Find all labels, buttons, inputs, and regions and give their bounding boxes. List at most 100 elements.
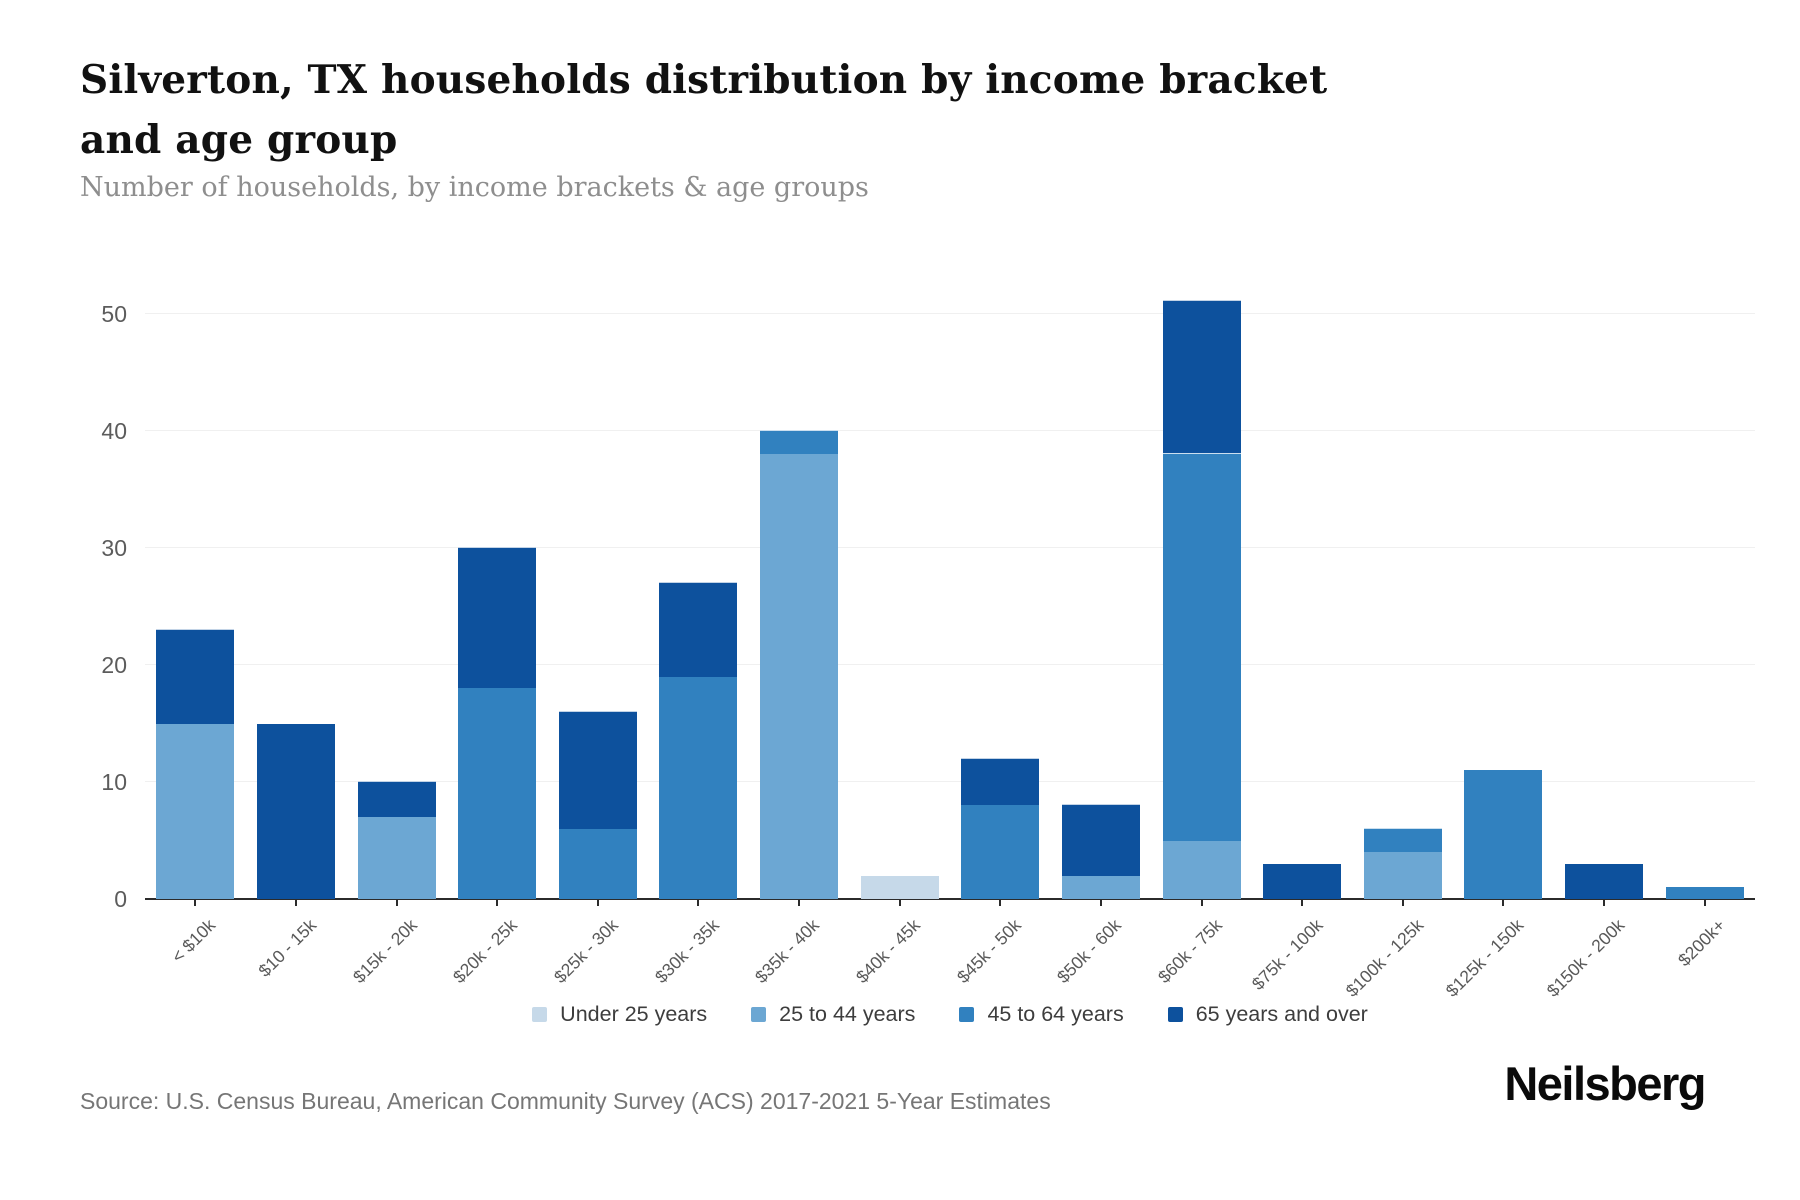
bar-stack: [659, 582, 738, 899]
bar-segment-25-to-44-years: [357, 817, 436, 899]
bar-segment-45-to-64-years: [1464, 770, 1543, 899]
y-axis-tick-label: 20: [101, 652, 127, 678]
x-axis-tick: [1703, 899, 1706, 906]
legend-label: 25 to 44 years: [779, 1002, 916, 1026]
legend-label: 65 years and over: [1195, 1002, 1368, 1026]
x-axis-tick: [999, 899, 1002, 906]
x-axis-label: < $10k: [167, 915, 220, 967]
gridline: [145, 781, 1755, 782]
bar-segment-25-to-44-years: [760, 454, 839, 899]
x-axis-tick: [596, 899, 599, 906]
bar-segment-25-to-44-years: [1363, 852, 1442, 899]
legend-swatch-under-25-years: [532, 1007, 548, 1022]
legend: Under 25 years 25 to 44 years 45 to 64 yea…: [145, 1002, 1755, 1027]
legend-swatch-25-to-44-years: [751, 1007, 767, 1022]
bar-segment-45-to-64-years: [1162, 453, 1241, 841]
x-axis-label: $40k - 45k: [851, 915, 924, 987]
bar-segment-65-years-and-over: [1565, 863, 1644, 899]
bar-segment-65-years-and-over: [156, 628, 235, 724]
x-axis-label: $20k - 25k: [449, 915, 522, 987]
bar-segment-45-to-64-years: [458, 688, 537, 899]
legend-label: Under 25 years: [560, 1002, 708, 1026]
x-axis-tick: [798, 899, 801, 906]
x-axis-label: $30k - 35k: [650, 915, 723, 987]
x-axis-label: $50k - 60k: [1053, 915, 1126, 987]
bar-segment-65-years-and-over: [558, 710, 637, 829]
x-axis-tick: [395, 899, 398, 906]
legend-item: 65 years and over: [1167, 1002, 1368, 1027]
bar-segment-25-to-44-years: [156, 723, 235, 899]
gridline: [145, 313, 1755, 314]
x-axis-tick: [1603, 899, 1606, 906]
legend-label: 45 to 64 years: [987, 1002, 1124, 1026]
bar-stack: [1464, 770, 1543, 899]
y-axis-tick-label: 30: [101, 535, 127, 561]
x-axis-label: $150k - 200k: [1542, 915, 1629, 1001]
bar-stack: [458, 547, 537, 899]
y-axis-tick-label: 0: [114, 886, 127, 912]
bar-stack: [156, 628, 235, 899]
bar-segment-65-years-and-over: [1061, 804, 1140, 876]
x-axis-tick: [1099, 899, 1102, 906]
x-axis-label: $100k - 125k: [1341, 915, 1427, 1001]
bar-stack: [1565, 863, 1644, 899]
x-axis-label: $125k - 150k: [1441, 915, 1528, 1001]
bar-segment-45-to-64-years: [961, 805, 1040, 899]
chart-title: Silverton, TX households distribution by…: [80, 57, 1328, 164]
source-note: Source: U.S. Census Bureau, American Com…: [80, 1088, 1051, 1114]
bar-segment-65-years-and-over: [659, 582, 738, 677]
x-axis-tick: [898, 899, 901, 906]
legend-item: 25 to 44 years: [751, 1002, 915, 1027]
bar-stack: [558, 710, 637, 899]
x-axis-tick: [496, 899, 499, 906]
bar-segment-65-years-and-over: [961, 757, 1040, 806]
y-axis-tick-label: 40: [101, 418, 127, 444]
x-axis-label: $75k - 100k: [1247, 915, 1327, 994]
x-axis-tick: [1502, 899, 1505, 906]
bar-stack: [357, 781, 436, 899]
bar-stack: [961, 757, 1040, 899]
x-axis-label: $60k - 75k: [1153, 915, 1226, 987]
x-axis-line: [145, 898, 1755, 900]
bar-segment-45-to-64-years: [659, 676, 738, 899]
bar-stack: [1162, 300, 1241, 899]
y-axis-tick-label: 10: [101, 769, 127, 795]
x-axis-label: $200k+: [1673, 915, 1729, 971]
gridline: [145, 430, 1755, 431]
legend-swatch-65-years-and-over: [1167, 1007, 1183, 1022]
bar-stack: [1061, 804, 1140, 899]
bar-stack: [1263, 863, 1342, 899]
bar-segment-under-25-years: [860, 875, 939, 899]
bar-stack: [1665, 887, 1744, 899]
bar-stack: [760, 430, 839, 899]
legend-item: Under 25 years: [532, 1002, 707, 1027]
x-axis-tick: [697, 899, 700, 906]
x-axis-label: $15k - 20k: [348, 915, 421, 987]
bar-segment-25-to-44-years: [1061, 875, 1140, 899]
x-axis-tick: [294, 899, 297, 906]
x-axis-label: $25k - 30k: [550, 915, 622, 987]
bar-stack: [1363, 827, 1442, 899]
legend-item: 45 to 64 years: [959, 1002, 1124, 1027]
bar-segment-45-to-64-years: [1363, 827, 1442, 853]
bar-stack: [860, 875, 939, 899]
bar-segment-45-to-64-years: [760, 430, 839, 455]
chart-subtitle: Number of households, by income brackets…: [80, 172, 869, 203]
bar-segment-65-years-and-over: [458, 547, 537, 689]
bar-segment-65-years-and-over: [357, 781, 436, 818]
x-axis-tick: [1401, 899, 1404, 906]
bar-segment-65-years-and-over: [256, 723, 335, 899]
x-axis-tick: [194, 899, 197, 906]
x-axis-label: $45k - 50k: [952, 915, 1025, 987]
gridline: [145, 547, 1755, 548]
bar-segment-65-years-and-over: [1263, 863, 1342, 899]
x-axis-tick: [1301, 899, 1304, 906]
legend-swatch-45-to-64-years: [959, 1007, 975, 1022]
gridline: [145, 664, 1755, 665]
y-axis-tick-label: 50: [101, 301, 127, 327]
bar-segment-45-to-64-years: [1665, 887, 1744, 899]
plot-area: 0 10 20 30 40 50 < $10k $10 - 15k $15k - 20k $20k…: [101, 300, 1755, 1001]
x-axis-label: $35k - 40k: [751, 915, 824, 987]
bar-segment-45-to-64-years: [558, 828, 637, 899]
x-axis-tick: [1200, 899, 1203, 906]
